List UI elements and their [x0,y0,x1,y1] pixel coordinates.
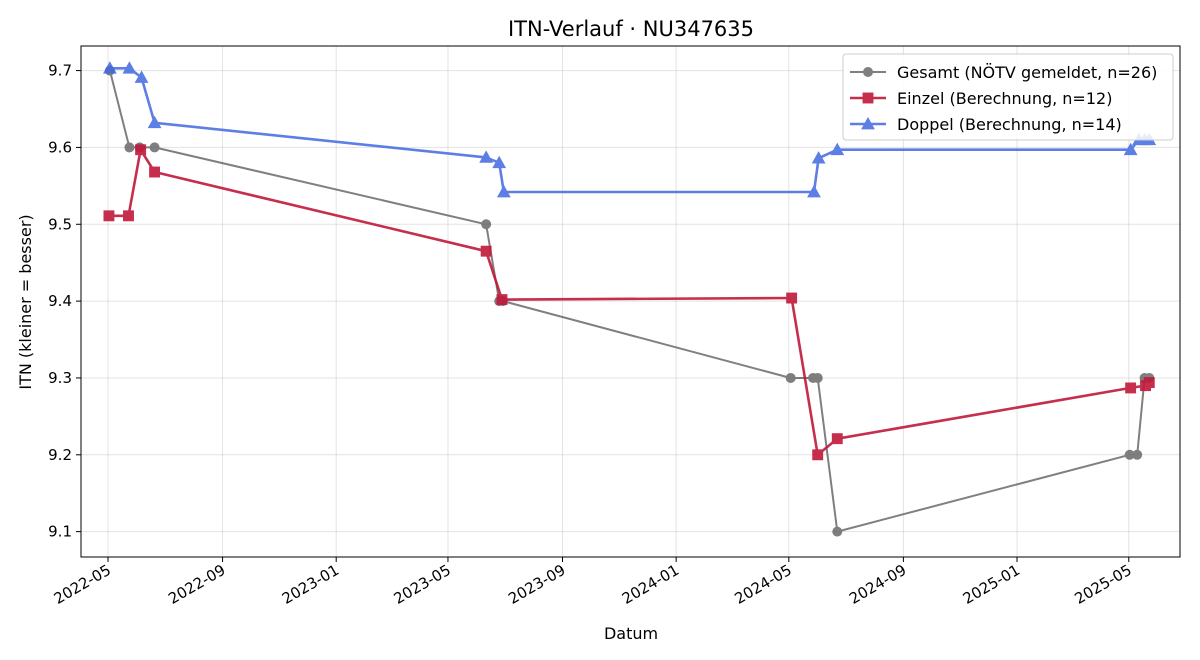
data-point [135,144,147,156]
data-point [147,115,162,129]
legend-swatch-marker [861,116,875,130]
data-point [832,526,843,537]
y-tick-label: 9.2 [48,446,72,464]
series-2 [103,144,1155,461]
data-point [496,294,508,306]
data-point [785,372,796,383]
legend-label: Gesamt (NÖTV gemeldet, n=26) [897,63,1157,82]
data-point [492,155,507,169]
data-point [496,184,511,198]
data-point [481,219,492,230]
legend-label: Doppel (Berechnung, n=14) [897,115,1122,134]
legend-entry-1 [850,67,886,77]
legend-swatch-marker [863,67,873,77]
y-tick-label: 9.3 [48,369,72,387]
data-point [811,151,826,164]
data-point [807,184,821,198]
data-point [134,70,149,83]
legend-entry-2 [850,92,886,104]
data-point [1125,382,1137,394]
y-tick-label: 9.1 [48,523,72,541]
data-point [102,61,117,74]
data-point [830,142,845,156]
y-tick-label: 9.7 [48,62,72,80]
data-point [149,142,160,153]
y-tick-label: 9.5 [48,215,72,233]
data-point [831,433,843,445]
data-point [480,245,492,257]
y-tick-label: 9.4 [48,292,72,310]
legend-entry-3 [850,116,886,130]
data-point [149,166,161,178]
data-point [786,292,798,304]
data-point [479,150,494,163]
data-point [812,449,824,461]
series-3 [102,61,1157,198]
legend: Gesamt (NÖTV gemeldet, n=26) Einzel (Bere… [842,53,1174,141]
data-point [1143,377,1155,389]
data-point [124,142,135,153]
data-point [1123,142,1138,156]
data-point [812,372,823,383]
chart-title: ITN-Verlauf · NU347635 [508,17,754,41]
legend-label: Einzel (Berechnung, n=12) [897,89,1112,108]
legend-swatch-marker [862,92,874,104]
data-point [103,210,115,222]
y-tick-label: 9.6 [48,138,72,156]
data-point [122,61,137,74]
y-axis-label: ITN (kleiner = besser) [16,214,35,389]
legend-frame [842,53,1174,141]
data-point [1132,449,1143,460]
x-axis-label: Datum [604,624,658,643]
data-point [123,210,134,222]
